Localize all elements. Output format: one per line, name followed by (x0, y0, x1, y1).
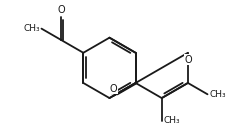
Text: CH₃: CH₃ (163, 116, 180, 125)
Text: O: O (184, 55, 192, 65)
Text: CH₃: CH₃ (209, 90, 226, 99)
Text: CH₃: CH₃ (23, 24, 40, 33)
Text: O: O (110, 84, 117, 94)
Text: O: O (57, 5, 65, 15)
